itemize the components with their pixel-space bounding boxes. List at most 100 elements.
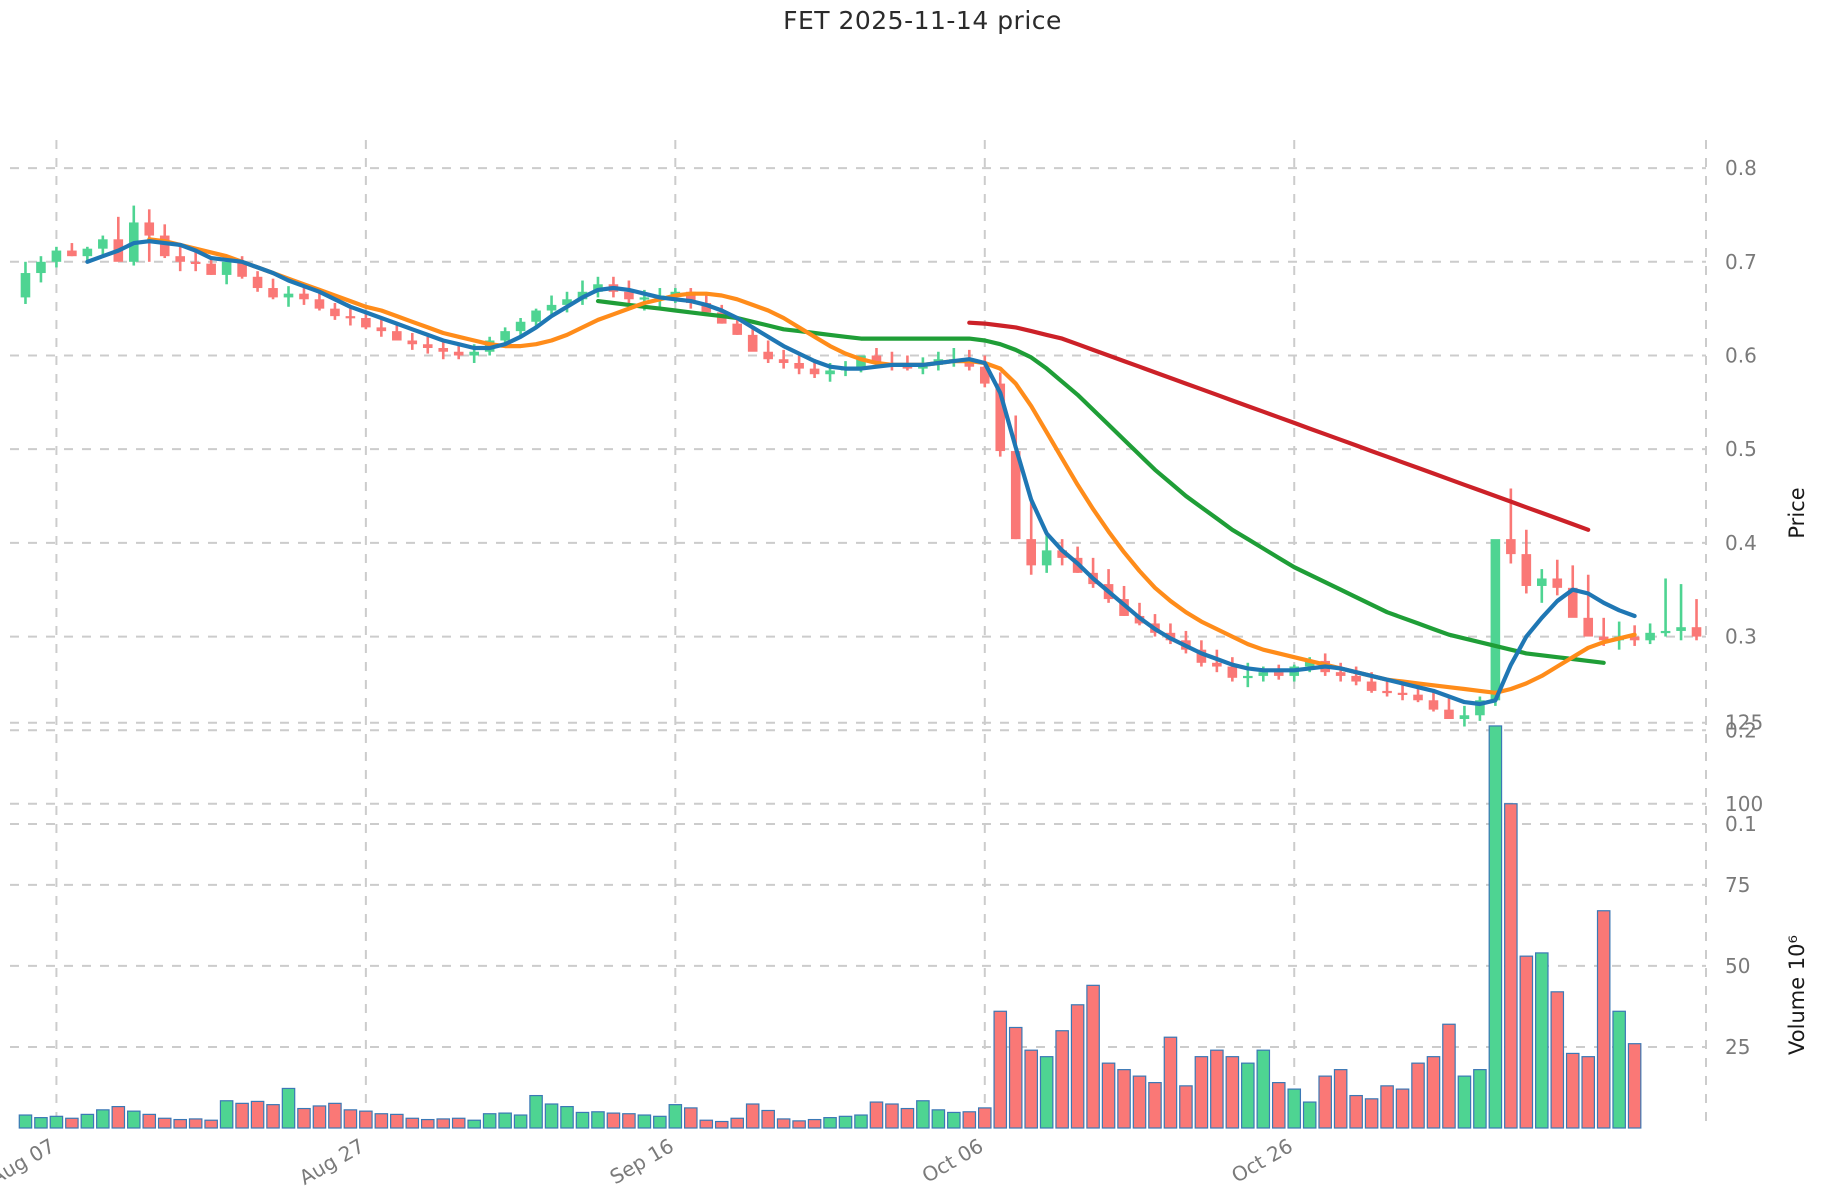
price-tick-label: 0.6 bbox=[1725, 343, 1757, 367]
volume-tick-label: 125 bbox=[1725, 711, 1763, 735]
volume-bar bbox=[1210, 1049, 1224, 1129]
volume-bar bbox=[436, 1118, 451, 1129]
volume-bar bbox=[1627, 1043, 1642, 1129]
volume-bar bbox=[560, 1105, 574, 1129]
candle-body bbox=[1676, 627, 1686, 631]
candle-body bbox=[252, 276, 263, 289]
volume-bar bbox=[1565, 1052, 1580, 1129]
candle-body bbox=[438, 347, 449, 352]
chart-title: FET 2025-11-14 price bbox=[783, 6, 1062, 35]
candle-body bbox=[1351, 675, 1361, 682]
ma-line-slowest bbox=[967, 320, 1591, 532]
candle-body bbox=[500, 331, 510, 341]
volume-bar bbox=[1364, 1098, 1379, 1129]
date-tick-label: Aug 07 bbox=[0, 1134, 59, 1190]
candle-body bbox=[1196, 649, 1207, 663]
candle-body bbox=[376, 327, 387, 332]
volume-bar bbox=[235, 1102, 249, 1129]
volume-bar bbox=[807, 1118, 822, 1129]
volume-bar bbox=[1256, 1049, 1271, 1129]
volume-bar bbox=[1519, 955, 1534, 1129]
candle-body bbox=[392, 331, 402, 341]
volume-bar bbox=[993, 1010, 1008, 1129]
volume-bar bbox=[188, 1118, 203, 1129]
candle-body bbox=[1444, 709, 1454, 720]
candle-body bbox=[206, 263, 216, 275]
candle-body bbox=[1273, 672, 1284, 676]
volume-tick-label: 75 bbox=[1725, 873, 1750, 897]
volume-bar bbox=[529, 1094, 543, 1129]
volume-bar bbox=[838, 1115, 853, 1129]
volume-bar bbox=[714, 1120, 729, 1129]
candle-body bbox=[1598, 636, 1609, 641]
volume-bar bbox=[947, 1111, 961, 1129]
candle-body bbox=[1397, 692, 1408, 695]
volume-bar bbox=[126, 1110, 141, 1129]
volume-bar bbox=[1395, 1088, 1410, 1129]
volume-axis-title: Volume 10⁶ bbox=[1785, 935, 1809, 1055]
volume-bar bbox=[266, 1104, 280, 1129]
volume-bar bbox=[49, 1115, 64, 1129]
volume-bar bbox=[359, 1110, 373, 1129]
candle-body bbox=[979, 366, 990, 384]
candle-body bbox=[1567, 587, 1578, 618]
volume-bar bbox=[1008, 1026, 1023, 1129]
volume-bar bbox=[405, 1117, 420, 1129]
candle-body bbox=[1382, 690, 1392, 694]
volume-bar bbox=[467, 1119, 481, 1129]
candle-body bbox=[1119, 599, 1129, 616]
volume-bar bbox=[328, 1102, 342, 1129]
volume-bar bbox=[420, 1118, 435, 1129]
candle-body bbox=[221, 261, 232, 275]
candle-body bbox=[562, 299, 572, 305]
volume-bar bbox=[668, 1104, 683, 1129]
volume-bar bbox=[1086, 984, 1100, 1129]
candle-body bbox=[1459, 715, 1470, 720]
volume-bar bbox=[1225, 1056, 1240, 1129]
price-tick-label: 0.4 bbox=[1725, 531, 1757, 555]
moving-average-lines bbox=[85, 237, 1637, 707]
candle-body bbox=[361, 318, 371, 328]
volume-bar bbox=[297, 1107, 311, 1129]
candle-body bbox=[1583, 617, 1594, 637]
date-tick-label: Oct 26 bbox=[1227, 1134, 1296, 1188]
candle-body bbox=[1243, 675, 1253, 679]
volume-bar bbox=[792, 1120, 806, 1129]
volume-bar bbox=[823, 1117, 837, 1129]
volume-bar bbox=[111, 1105, 126, 1129]
volume-bar bbox=[1349, 1094, 1363, 1129]
candle-body bbox=[1413, 694, 1423, 701]
candle-body bbox=[82, 248, 93, 257]
candle-body bbox=[283, 293, 294, 298]
candle-body bbox=[1057, 550, 1067, 558]
candle-body bbox=[1258, 672, 1269, 676]
grid-lines bbox=[10, 140, 1707, 1128]
volume-bar bbox=[730, 1117, 745, 1129]
volume-bar bbox=[931, 1109, 946, 1129]
candle-body bbox=[330, 308, 340, 317]
volume-bar bbox=[900, 1107, 915, 1129]
candle-body bbox=[701, 303, 712, 313]
volume-bar bbox=[1318, 1075, 1332, 1129]
candle-body bbox=[732, 323, 743, 335]
volume-bar bbox=[1442, 1023, 1456, 1129]
candle-body bbox=[190, 261, 201, 264]
volume-bar bbox=[1241, 1062, 1255, 1129]
volume-bar bbox=[513, 1114, 528, 1129]
candle-body bbox=[747, 334, 758, 352]
volume-bar bbox=[977, 1107, 992, 1129]
candle-body bbox=[686, 291, 696, 304]
candle-body bbox=[995, 383, 1006, 452]
volume-bar bbox=[1488, 725, 1503, 1129]
volume-bar bbox=[1302, 1101, 1317, 1129]
candle-body bbox=[531, 310, 541, 322]
candle-body bbox=[144, 222, 155, 236]
candle-body bbox=[67, 250, 77, 257]
volume-bar bbox=[1333, 1069, 1348, 1129]
volume-bar bbox=[250, 1100, 265, 1129]
candle-body bbox=[1335, 672, 1346, 676]
candle-body bbox=[1521, 554, 1532, 586]
volume-bar bbox=[575, 1111, 590, 1129]
volume-bar bbox=[173, 1118, 187, 1129]
volume-bar bbox=[1504, 803, 1518, 1129]
